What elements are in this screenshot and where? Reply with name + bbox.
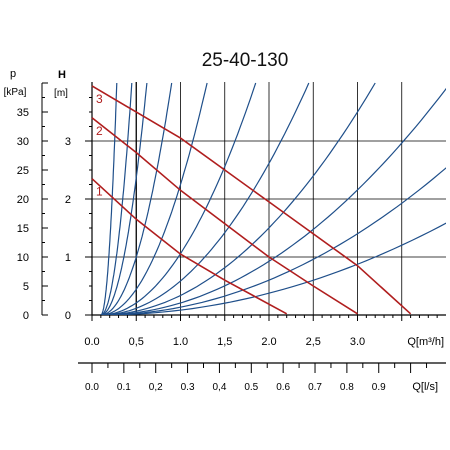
flow-m3h-tick-label: 1,5 <box>217 336 232 348</box>
system-curve <box>100 82 173 315</box>
flow-ls-tick-label: 0.6 <box>276 382 290 393</box>
system-curve <box>100 87 446 315</box>
flow-ls-tick-label: 0.3 <box>181 382 195 393</box>
system-curve <box>100 82 118 315</box>
flow-ls-tick-label: 0.7 <box>308 382 322 393</box>
head-axis-symbol: H <box>58 69 66 81</box>
flow-ls-tick-label: 0.1 <box>117 382 131 393</box>
flow-m3h-tick-label: 3.0 <box>350 336 365 348</box>
system-curve <box>100 167 446 315</box>
head-tick-label: 3 <box>65 136 71 148</box>
pump-curve-1 <box>91 178 288 315</box>
flow-ls-tick-label: 0.9 <box>372 382 386 393</box>
pressure-tick-label: 15 <box>17 223 29 235</box>
pump-curve-label-2: 2 <box>96 124 103 138</box>
pressure-tick-label: 5 <box>23 281 29 293</box>
flow-m3h-tick-label: 0.0 <box>84 336 99 348</box>
system-curves <box>100 82 446 315</box>
pressure-tick-label: 25 <box>17 165 29 177</box>
pressure-tick-label: 35 <box>17 107 29 119</box>
flow-m3h-axis-label: Q[m³/h] <box>407 336 444 348</box>
system-curve <box>100 82 376 315</box>
pressure-axis-unit: [kPa] <box>4 87 27 98</box>
pump-curve-label-1: 1 <box>96 185 103 199</box>
head-tick-label: 1 <box>65 252 71 264</box>
chart-title: 25-40-130 <box>201 50 289 71</box>
pump-curve-2 <box>91 117 358 315</box>
pressure-tick-label: 10 <box>17 252 29 264</box>
flow-ls-tick-label: 0,2 <box>149 382 163 393</box>
pressure-tick-label: 0 <box>23 310 29 322</box>
pressure-tick-label: 20 <box>17 194 29 206</box>
flow-ls-axis-label: Q[l/s] <box>412 381 438 393</box>
pressure-axis-symbol: p <box>10 68 16 80</box>
flow-ls-tick-label: 0.8 <box>340 382 354 393</box>
flow-m3h-tick-label: 2.0 <box>261 336 276 348</box>
head-tick-label: 2 <box>65 194 71 206</box>
head-tick-label: 0 <box>65 310 71 322</box>
system-curve <box>100 82 208 315</box>
system-curve <box>100 82 148 315</box>
system-curve <box>100 82 310 315</box>
pump-curve-label-3: 3 <box>96 92 103 106</box>
flow-ls-tick-label: 0.5 <box>244 382 258 393</box>
pressure-tick-label: 30 <box>17 136 29 148</box>
flow-ls-tick-label: 0,4 <box>212 382 226 393</box>
flow-ls-tick-label: 0.0 <box>85 382 99 393</box>
system-curve <box>100 82 133 315</box>
flow-m3h-tick-label: 0,5 <box>129 336 144 348</box>
pump-curve-3 <box>91 85 412 315</box>
system-curve <box>100 222 446 315</box>
system-curve <box>100 82 257 315</box>
flow-m3h-tick-label: 1.0 <box>173 336 188 348</box>
flow-m3h-tick-label: 2,5 <box>306 336 321 348</box>
head-axis-unit: [m] <box>54 88 68 99</box>
